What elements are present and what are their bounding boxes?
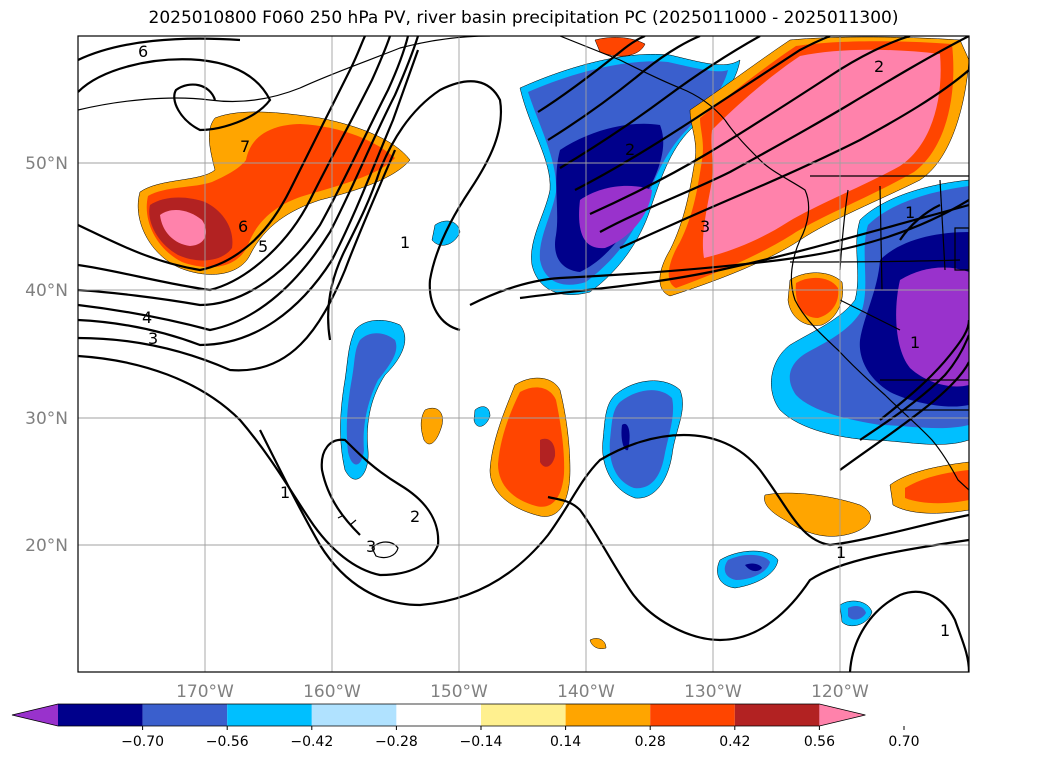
longitude-labels: 170°W 160°W 150°W 140°W 130°W 120°W <box>176 682 869 702</box>
colorbar-segment <box>227 704 312 726</box>
pv-contour <box>78 149 397 372</box>
lon-label-140w: 140°W <box>557 682 615 702</box>
pv-contour <box>589 36 911 216</box>
contour-label: 1 <box>400 233 410 252</box>
contour-label: 2 <box>874 57 884 76</box>
colorbar-outline <box>11 703 866 727</box>
contour-label: 1 <box>836 543 846 562</box>
colorbar-tick-label: −0.70 <box>121 734 164 750</box>
pv-contour <box>78 354 440 577</box>
pv-contour <box>537 36 646 113</box>
colorbar-tick-label: −0.14 <box>460 734 503 750</box>
contour-label: 3 <box>366 537 376 556</box>
colorbar-segment <box>819 704 866 726</box>
colorbar-tick-label: −0.42 <box>290 734 333 750</box>
pv-contour <box>519 203 969 300</box>
pv-contour <box>839 361 969 471</box>
lat-label-50n: 50°N <box>25 154 68 174</box>
lon-label-150w: 150°W <box>430 682 488 702</box>
pv-contour <box>547 36 701 141</box>
lon-label-160w: 160°W <box>303 682 361 702</box>
colorbar-tick-label: −0.28 <box>375 734 418 750</box>
alaska-coast <box>78 36 491 111</box>
pv-contour <box>78 49 420 347</box>
colorbar-tick-label: 0.56 <box>804 734 835 750</box>
map-frame <box>77 35 970 673</box>
contour-label: 1 <box>940 621 950 640</box>
colorbar-segment <box>734 704 820 726</box>
contour-label: 7 <box>240 137 250 156</box>
colorbar-segment <box>142 704 228 726</box>
pc-fill-layer <box>137 36 969 649</box>
lon-label-170w: 170°W <box>176 682 234 702</box>
north-america-coast <box>724 119 969 491</box>
colorbar-segment <box>650 704 735 726</box>
contour-label: 4 <box>142 308 152 327</box>
colorbar-tick-label: 0.70 <box>888 734 919 750</box>
pv-contour <box>547 495 969 642</box>
lat-label-40n: 40°N <box>25 281 68 301</box>
hawaii-islands <box>371 541 399 559</box>
colorbar: −0.70 −0.56 −0.42 −0.28 −0.14 0.14 0.28 0.42 0.5… <box>11 703 920 750</box>
pv-contour <box>599 36 969 233</box>
pv-contour-layer <box>78 36 969 672</box>
contour-label: 6 <box>138 42 148 61</box>
pv-contour <box>327 80 502 341</box>
contour-label: 2 <box>410 507 420 526</box>
pv-contour <box>899 204 941 241</box>
contour-label: 1 <box>280 483 290 502</box>
pv-contour <box>619 69 969 250</box>
lon-label-120w: 120°W <box>811 682 869 702</box>
pv-contour <box>78 36 420 332</box>
pv-contour <box>78 36 366 272</box>
map-title: 2025010800 F060 250 hPa PV, river basin … <box>148 8 899 28</box>
pv-contour <box>559 36 761 169</box>
contour-label: 6 <box>238 217 248 236</box>
contour-label: 2 <box>625 140 635 159</box>
colorbar-tick-label: −0.56 <box>206 734 249 750</box>
gridlines <box>78 36 969 672</box>
pv-contour <box>848 590 969 672</box>
lon-label-130w: 130°W <box>684 682 742 702</box>
colorbar-segment <box>481 704 566 726</box>
map-plot-area: 6 5 6 7 4 3 1 2 3 1 2 3 1 1 1 1 2 <box>78 36 969 672</box>
colorbar-segment <box>396 704 481 726</box>
lat-label-30n: 30°N <box>25 409 68 429</box>
contour-label: 1 <box>910 333 920 352</box>
colorbar-segment <box>12 704 58 726</box>
lat-label-20n: 20°N <box>25 536 68 556</box>
pv-contour <box>859 334 969 441</box>
coastline-layer <box>78 36 969 559</box>
pv-contour <box>78 36 410 307</box>
contour-label: 1 <box>905 203 915 222</box>
latitude-labels: 50°N 40°N 30°N 20°N <box>25 154 68 556</box>
contour-label: 3 <box>700 217 710 236</box>
colorbar-tick-label: 0.42 <box>719 734 750 750</box>
pv-contour <box>78 36 392 292</box>
colorbar-segment <box>311 704 397 726</box>
pv-contour <box>469 199 969 306</box>
colorbar-segment <box>565 704 651 726</box>
contour-label: 3 <box>148 329 158 348</box>
pv-contour <box>259 429 969 607</box>
colorbar-tick-label: 0.14 <box>550 734 581 750</box>
pv-contour <box>78 37 241 61</box>
contour-labels: 6 5 6 7 4 3 1 2 3 1 2 3 1 1 1 1 2 <box>138 42 950 640</box>
contour-label: 5 <box>258 237 268 256</box>
colorbar-segment <box>58 704 143 726</box>
pc-fill-positive-subtropical <box>764 492 871 537</box>
pv-contour <box>879 319 969 421</box>
pv-contour <box>78 58 272 132</box>
colorbar-tick-label: 0.28 <box>635 734 666 750</box>
